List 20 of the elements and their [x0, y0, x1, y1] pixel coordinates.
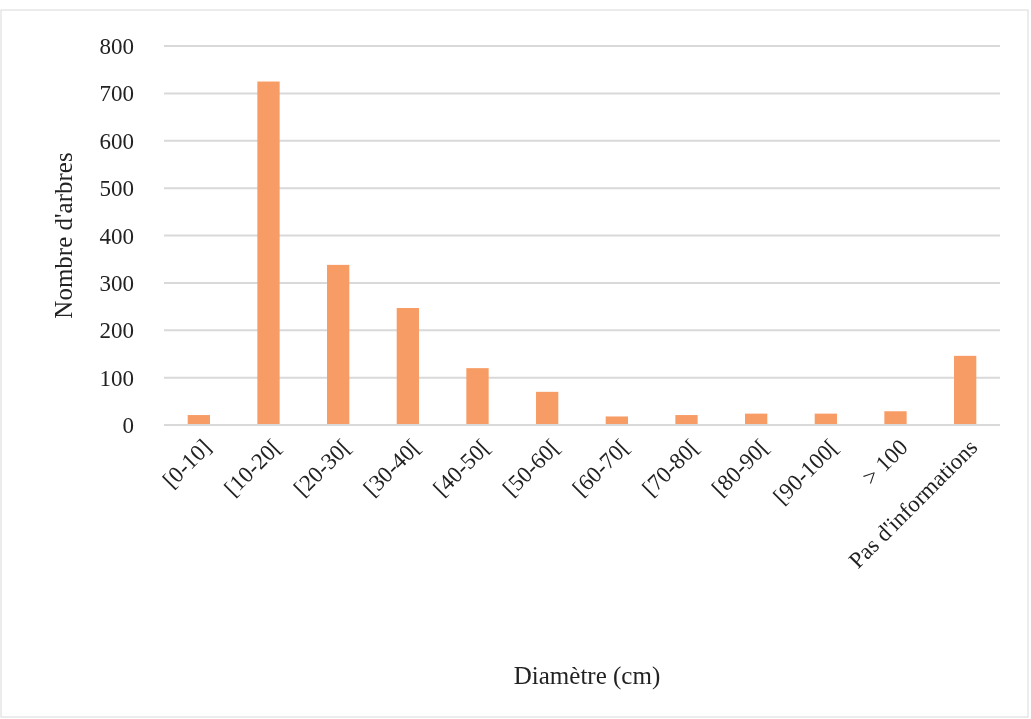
y-tick-label: 800: [99, 34, 134, 60]
x-axis-title: Diamètre (cm): [513, 662, 661, 690]
y-tick-label: 600: [99, 128, 134, 154]
y-tick-label: 500: [99, 176, 134, 202]
bar: [605, 416, 628, 425]
bar: [536, 391, 559, 425]
y-tick-label: 100: [99, 365, 134, 391]
y-tick-label: 700: [99, 81, 134, 107]
y-tick-label: 200: [99, 318, 134, 344]
bar: [327, 264, 350, 425]
bar: [884, 411, 907, 425]
y-axis-title: Nombre d'arbres: [50, 152, 77, 319]
bar: [675, 415, 698, 425]
y-tick-label: 300: [99, 270, 134, 296]
bar: [396, 307, 419, 425]
y-tick-label: 400: [99, 223, 134, 249]
bar: [257, 81, 280, 425]
bar: [954, 355, 977, 425]
bar: [466, 368, 489, 425]
y-tick-label: 0: [122, 413, 134, 439]
